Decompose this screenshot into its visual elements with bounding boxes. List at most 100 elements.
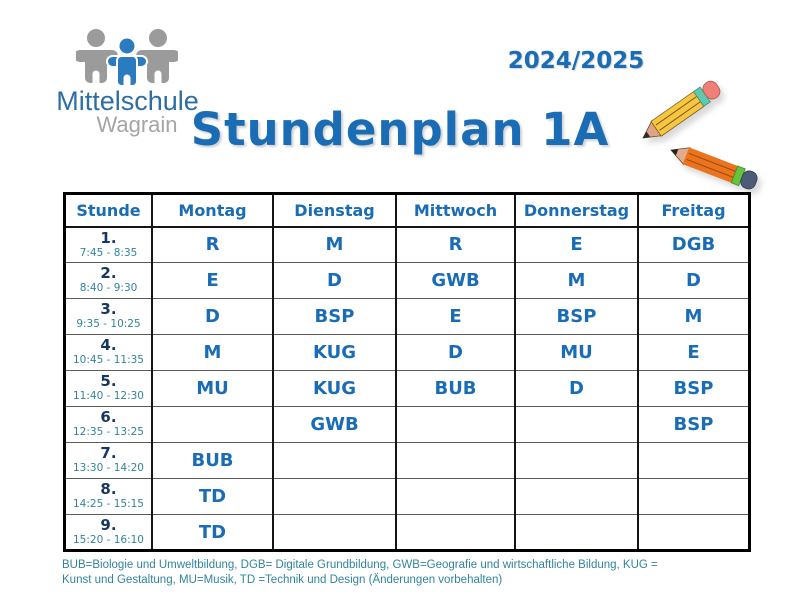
page-title: Stundenplan 1A [190, 103, 610, 156]
subject-cell-m: M [272, 226, 397, 263]
subject-cell-empty [395, 514, 516, 551]
subject-cell-empty [151, 406, 274, 443]
subject-cell-kug: KUG [272, 334, 397, 371]
logo-figure-right [136, 29, 178, 83]
pencils-illustration [642, 80, 758, 190]
period-number: 7. [100, 444, 117, 462]
subject-cell-empty [514, 442, 639, 479]
period-cell: 7. 13:30 - 14:20 [63, 442, 153, 479]
period-time: 14:25 - 15:15 [73, 498, 144, 510]
timetable: Stunde Montag Dienstag Mittwoch Donnerstag Fr… [63, 192, 751, 552]
timetable-header-row: Stunde Montag Dienstag Mittwoch Donnerstag Fr… [63, 193, 751, 228]
school-year: 2024/2025 [507, 48, 645, 74]
subject-cell-empty [514, 514, 639, 551]
period-cell: 9. 15:20 - 16:10 [63, 514, 153, 551]
column-header-montag: Montag [151, 193, 274, 228]
subject-cell-e: E [395, 298, 516, 335]
timetable-row: 7. 13:30 - 14:20 BUB [63, 442, 751, 479]
period-number: 2. [100, 264, 117, 282]
subject-cell-r: R [395, 226, 516, 263]
subject-cell-mu: MU [151, 370, 274, 407]
subject-cell-empty [395, 442, 516, 479]
period-number: 3. [100, 300, 117, 318]
school-logo-puzzle-people [76, 29, 178, 87]
subject-cell-e: E [637, 334, 751, 371]
subject-cell-empty [395, 478, 516, 515]
timetable-row: 9. 15:20 - 16:10 TD [63, 514, 751, 551]
subject-cell-bsp: BSP [272, 298, 397, 335]
timetable-row: 6. 12:35 - 13:25 GWB BSP [63, 406, 751, 443]
timetable-row: 5. 11:40 - 12:30 MU KUG BUB D BSP [63, 370, 751, 407]
period-cell: 2. 8:40 - 9:30 [63, 262, 153, 299]
subject-cell-bsp: BSP [514, 298, 639, 335]
school-town: Wagrain [96, 112, 178, 137]
subject-cell-empty [514, 406, 639, 443]
period-time: 15:20 - 16:10 [73, 534, 144, 546]
subject-cell-bsp: BSP [637, 406, 751, 443]
column-header-dienstag: Dienstag [272, 193, 397, 228]
subject-cell-bub: BUB [151, 442, 274, 479]
subject-cell-empty [272, 442, 397, 479]
subject-cell-mu: MU [514, 334, 639, 371]
period-number: 1. [100, 228, 117, 247]
subject-cell-dgb: DGB [637, 226, 751, 263]
period-number: 8. [100, 480, 117, 498]
subject-cell-td: TD [151, 514, 274, 551]
subject-cell-bsp: BSP [637, 370, 751, 407]
timetable-row: 1. 7:45 - 8:35 R M R E DGB [63, 226, 751, 263]
subject-cell-d: D [637, 262, 751, 299]
subject-cell-empty [395, 406, 516, 443]
timetable-row: 8. 14:25 - 15:15 TD [63, 478, 751, 515]
period-time: 8:40 - 9:30 [79, 282, 138, 294]
period-cell: 5. 11:40 - 12:30 [63, 370, 153, 407]
school-name: Mittelschule [56, 86, 199, 116]
subject-cell-empty [514, 478, 639, 515]
column-header-donnerstag: Donnerstag [514, 193, 639, 228]
subject-cell-m: M [514, 262, 639, 299]
yellow-pencil-icon [642, 80, 721, 139]
subject-cell-r: R [151, 226, 274, 263]
period-time: 9:35 - 10:25 [76, 318, 141, 330]
subject-legend: BUB=Biologie und Umweltbildung, DGB= Dig… [62, 558, 752, 587]
subject-cell-bub: BUB [395, 370, 516, 407]
subject-cell-e: E [514, 226, 639, 263]
subject-cell-gwb: GWB [272, 406, 397, 443]
orange-pencil-icon [670, 147, 758, 190]
subject-cell-empty [272, 514, 397, 551]
legend-line-2: Kunst und Gestaltung, MU=Musik, TD =Tech… [62, 573, 503, 586]
subject-cell-d: D [395, 334, 516, 371]
subject-cell-m: M [637, 298, 751, 335]
subject-cell-d: D [151, 298, 274, 335]
period-number: 4. [100, 336, 117, 354]
subject-cell-empty [272, 478, 397, 515]
subject-cell-td: TD [151, 478, 274, 515]
period-number: 6. [100, 408, 117, 426]
subject-cell-e: E [151, 262, 274, 299]
timetable-row: 2. 8:40 - 9:30 E D GWB M D [63, 262, 751, 299]
subject-cell-empty [637, 442, 751, 479]
period-cell: 4. 10:45 - 11:35 [63, 334, 153, 371]
subject-cell-d: D [514, 370, 639, 407]
period-number: 9. [100, 516, 117, 534]
period-time: 7:45 - 8:35 [79, 246, 138, 259]
period-cell: 1. 7:45 - 8:35 [63, 226, 153, 263]
subject-cell-gwb: GWB [395, 262, 516, 299]
period-time: 10:45 - 11:35 [73, 354, 144, 366]
subject-cell-m: M [151, 334, 274, 371]
subject-cell-kug: KUG [272, 370, 397, 407]
period-cell: 6. 12:35 - 13:25 [63, 406, 153, 443]
subject-cell-d: D [272, 262, 397, 299]
period-time: 11:40 - 12:30 [73, 390, 144, 402]
timetable-row: 4. 10:45 - 11:35 M KUG D MU E [63, 334, 751, 371]
period-time: 12:35 - 13:25 [73, 426, 144, 438]
period-cell: 8. 14:25 - 15:15 [63, 478, 153, 515]
subject-cell-empty [637, 514, 751, 551]
timetable-body: 1. 7:45 - 8:35 R M R E DGB 2. 8:40 - 9:30 E D GWB M D… [63, 226, 751, 551]
period-number: 5. [100, 372, 117, 390]
column-header-stunde: Stunde [63, 193, 153, 228]
timetable-row: 3. 9:35 - 10:25 D BSP E BSP M [63, 298, 751, 335]
column-header-mittwoch: Mittwoch [395, 193, 516, 228]
legend-line-1: BUB=Biologie und Umweltbildung, DGB= Dig… [62, 559, 658, 571]
period-cell: 3. 9:35 - 10:25 [63, 298, 153, 335]
column-header-freitag: Freitag [637, 193, 751, 228]
